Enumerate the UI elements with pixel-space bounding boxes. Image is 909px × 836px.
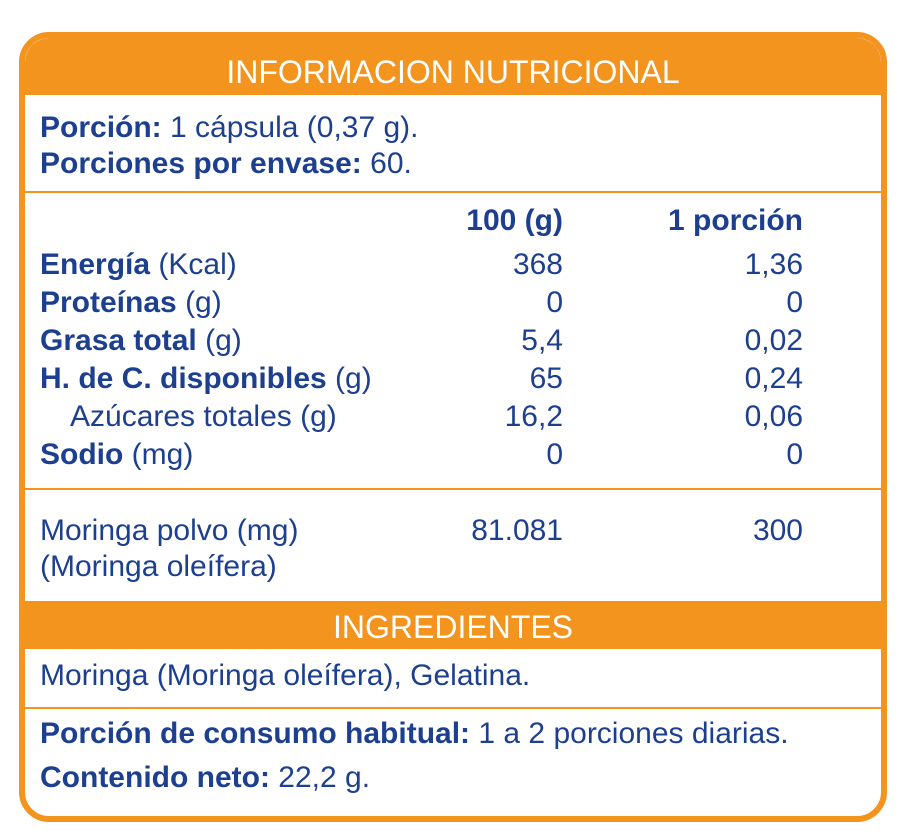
nutrient-row-label: H. de C. disponibles (g): [40, 364, 372, 394]
habitual-portion-line: Porción de consumo habitual: 1 a 2 porci…: [40, 719, 789, 749]
nutrient-per-portion: 1,36: [744, 248, 803, 281]
net-content-line: Contenido neto: 22,2 g.: [40, 763, 370, 793]
nutrient-row-label: Energía (Kcal): [40, 250, 237, 280]
nutrition-title-bar: INFORMACION NUTRICIONAL: [25, 38, 881, 95]
nutrient-per-portion: 0,24: [744, 362, 803, 395]
moringa-per-portion: 300: [752, 514, 803, 547]
nutrient-unit: (mg): [131, 438, 194, 471]
nutrient-per-portion: 0,02: [744, 324, 803, 357]
nutrient-name: Proteínas: [40, 286, 177, 319]
nutrient-row-label: Sodio (mg): [40, 440, 193, 470]
nutrient-unit: (g): [185, 286, 222, 319]
nutrition-label: INFORMACION NUTRICIONAL Porción: 1 cápsu…: [19, 32, 887, 822]
divider: [25, 707, 881, 709]
habitual-label: Porción de consumo habitual:: [40, 717, 471, 750]
nutrient-name: Azúcares totales (g): [70, 400, 337, 433]
nutrient-per100: 0: [546, 286, 563, 319]
nutrient-unit: (Kcal): [158, 248, 237, 281]
moringa-per100: 81.081: [471, 514, 563, 547]
per-container-value: 60.: [370, 147, 412, 180]
net-label: Contenido neto:: [40, 761, 270, 794]
ingredients-title: INGREDIENTES: [332, 609, 574, 645]
nutrient-name: Grasa total: [40, 324, 197, 357]
nutrient-unit: (g): [335, 362, 372, 395]
ingredients-text: Moringa (Moringa oleífera), Gelatina.: [40, 659, 531, 692]
nutrient-per100: 16,2: [504, 400, 563, 433]
nutrient-per100: 5,4: [521, 324, 563, 357]
nutrient-name: Energía: [40, 248, 151, 281]
divider: [25, 191, 881, 193]
portion-label: Porción:: [40, 111, 162, 144]
nutrient-unit: (g): [205, 324, 242, 357]
per-container-label: Porciones por envase:: [40, 147, 362, 180]
divider: [25, 488, 881, 490]
nutrient-row-label: Proteínas (g): [40, 288, 222, 318]
nutrient-per-portion: 0: [786, 438, 803, 471]
moringa-label: Moringa polvo (mg): [40, 514, 299, 547]
nutrient-row-label-sub: Azúcares totales (g): [70, 402, 337, 432]
moringa-sublabel: (Moringa oleífera): [40, 550, 277, 583]
habitual-value: 1 a 2 porciones diarias.: [478, 717, 789, 750]
nutrient-per100: 368: [512, 248, 563, 281]
nutrient-per100: 65: [529, 362, 563, 395]
nutrition-title: INFORMACION NUTRICIONAL: [226, 54, 680, 90]
portion-value: 1 cápsula (0,37 g).: [170, 111, 419, 144]
nutrient-per-portion: 0: [786, 286, 803, 319]
column-header-portion: 1 porción: [667, 204, 803, 237]
column-header-100g: 100 (g): [466, 204, 563, 237]
net-value: 22,2 g.: [278, 761, 371, 794]
nutrient-per100: 0: [546, 438, 563, 471]
ingredients-title-bar: INGREDIENTES: [25, 601, 881, 649]
servings-per-container-line: Porciones por envase: 60.: [40, 149, 412, 179]
nutrient-name: Sodio: [40, 438, 124, 471]
nutrient-per-portion: 0,06: [744, 400, 803, 433]
serving-line: Porción: 1 cápsula (0,37 g).: [40, 113, 419, 143]
nutrient-name: H. de C. disponibles: [40, 362, 327, 395]
nutrient-row-label: Grasa total (g): [40, 326, 242, 356]
